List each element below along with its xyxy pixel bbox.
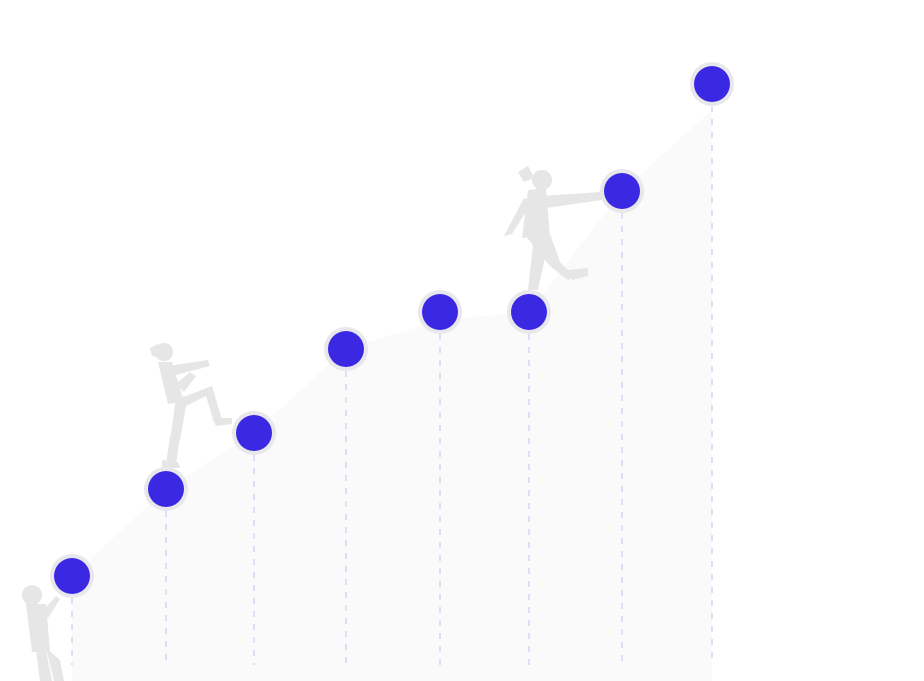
guide-lines bbox=[71, 106, 713, 665]
progress-area bbox=[72, 110, 712, 681]
milestone-dot-2[interactable] bbox=[144, 467, 188, 511]
milestone-dot-6[interactable] bbox=[507, 290, 551, 334]
milestone-dot-3[interactable] bbox=[232, 411, 276, 455]
climber-middle bbox=[150, 343, 232, 468]
milestone-dot-7[interactable] bbox=[600, 169, 644, 213]
milestone-dot-5[interactable] bbox=[418, 290, 462, 334]
milestone-dot-1[interactable] bbox=[50, 554, 94, 598]
milestone-dot-4[interactable] bbox=[324, 327, 368, 371]
milestone-dots bbox=[50, 62, 734, 598]
climber-top bbox=[504, 166, 602, 290]
milestone-dot-8[interactable] bbox=[690, 62, 734, 106]
climber-bottom bbox=[22, 585, 64, 681]
